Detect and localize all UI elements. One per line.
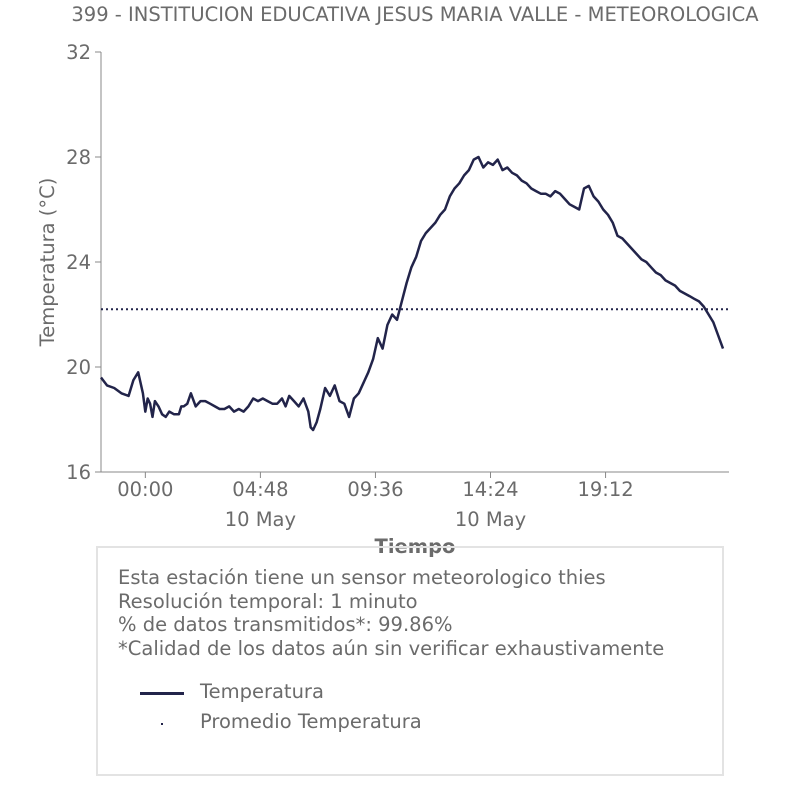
x-ticks: 00:00 04:48 10 May 09:36 14:24 10 May 19:12 xyxy=(117,472,634,531)
info-box: Esta estación tiene un sensor meteorolog… xyxy=(96,546,724,776)
y-tick-label: 20 xyxy=(66,356,91,379)
chart-title: 399 - INSTITUCION EDUCATIVA JESUS MARIA … xyxy=(71,3,759,26)
y-ticks: 16 20 24 28 32 xyxy=(66,41,101,484)
legend-label-average: Promedio Temperatura xyxy=(200,710,422,733)
y-axis-label: Temperatura (°C) xyxy=(36,178,59,348)
y-tick-label: 24 xyxy=(66,251,91,274)
y-tick-label: 32 xyxy=(66,41,91,64)
x-tick-label: 09:36 xyxy=(347,478,403,501)
y-tick-label: 16 xyxy=(66,461,91,484)
info-line-resolution: Resolución temporal: 1 minuto xyxy=(118,589,418,613)
legend-label-temperature: Temperatura xyxy=(200,680,324,703)
info-line-quality: *Calidad de los datos aún sin verificar … xyxy=(118,636,665,660)
info-lines: Esta estación tiene un sensor meteorolog… xyxy=(118,566,664,660)
series-temperature-line xyxy=(100,155,725,432)
x-tick-label: 14:24 xyxy=(462,478,518,501)
info-line-sensor: Esta estación tiene un sensor meteorolog… xyxy=(118,566,606,589)
x-tick-label: 00:00 xyxy=(117,478,173,501)
x-tick-date-label: 10 May xyxy=(455,508,526,531)
info-line-transmitted: % de datos transmitidos*: 99.86% xyxy=(118,613,453,636)
x-tick-label: 19:12 xyxy=(577,478,633,501)
x-tick-label: 04:48 xyxy=(232,478,288,501)
x-tick-date-label: 10 May xyxy=(225,508,296,531)
y-tick-label: 28 xyxy=(66,146,91,169)
legend-swatch-dotted xyxy=(161,723,163,725)
legend-swatch-solid xyxy=(140,692,184,695)
